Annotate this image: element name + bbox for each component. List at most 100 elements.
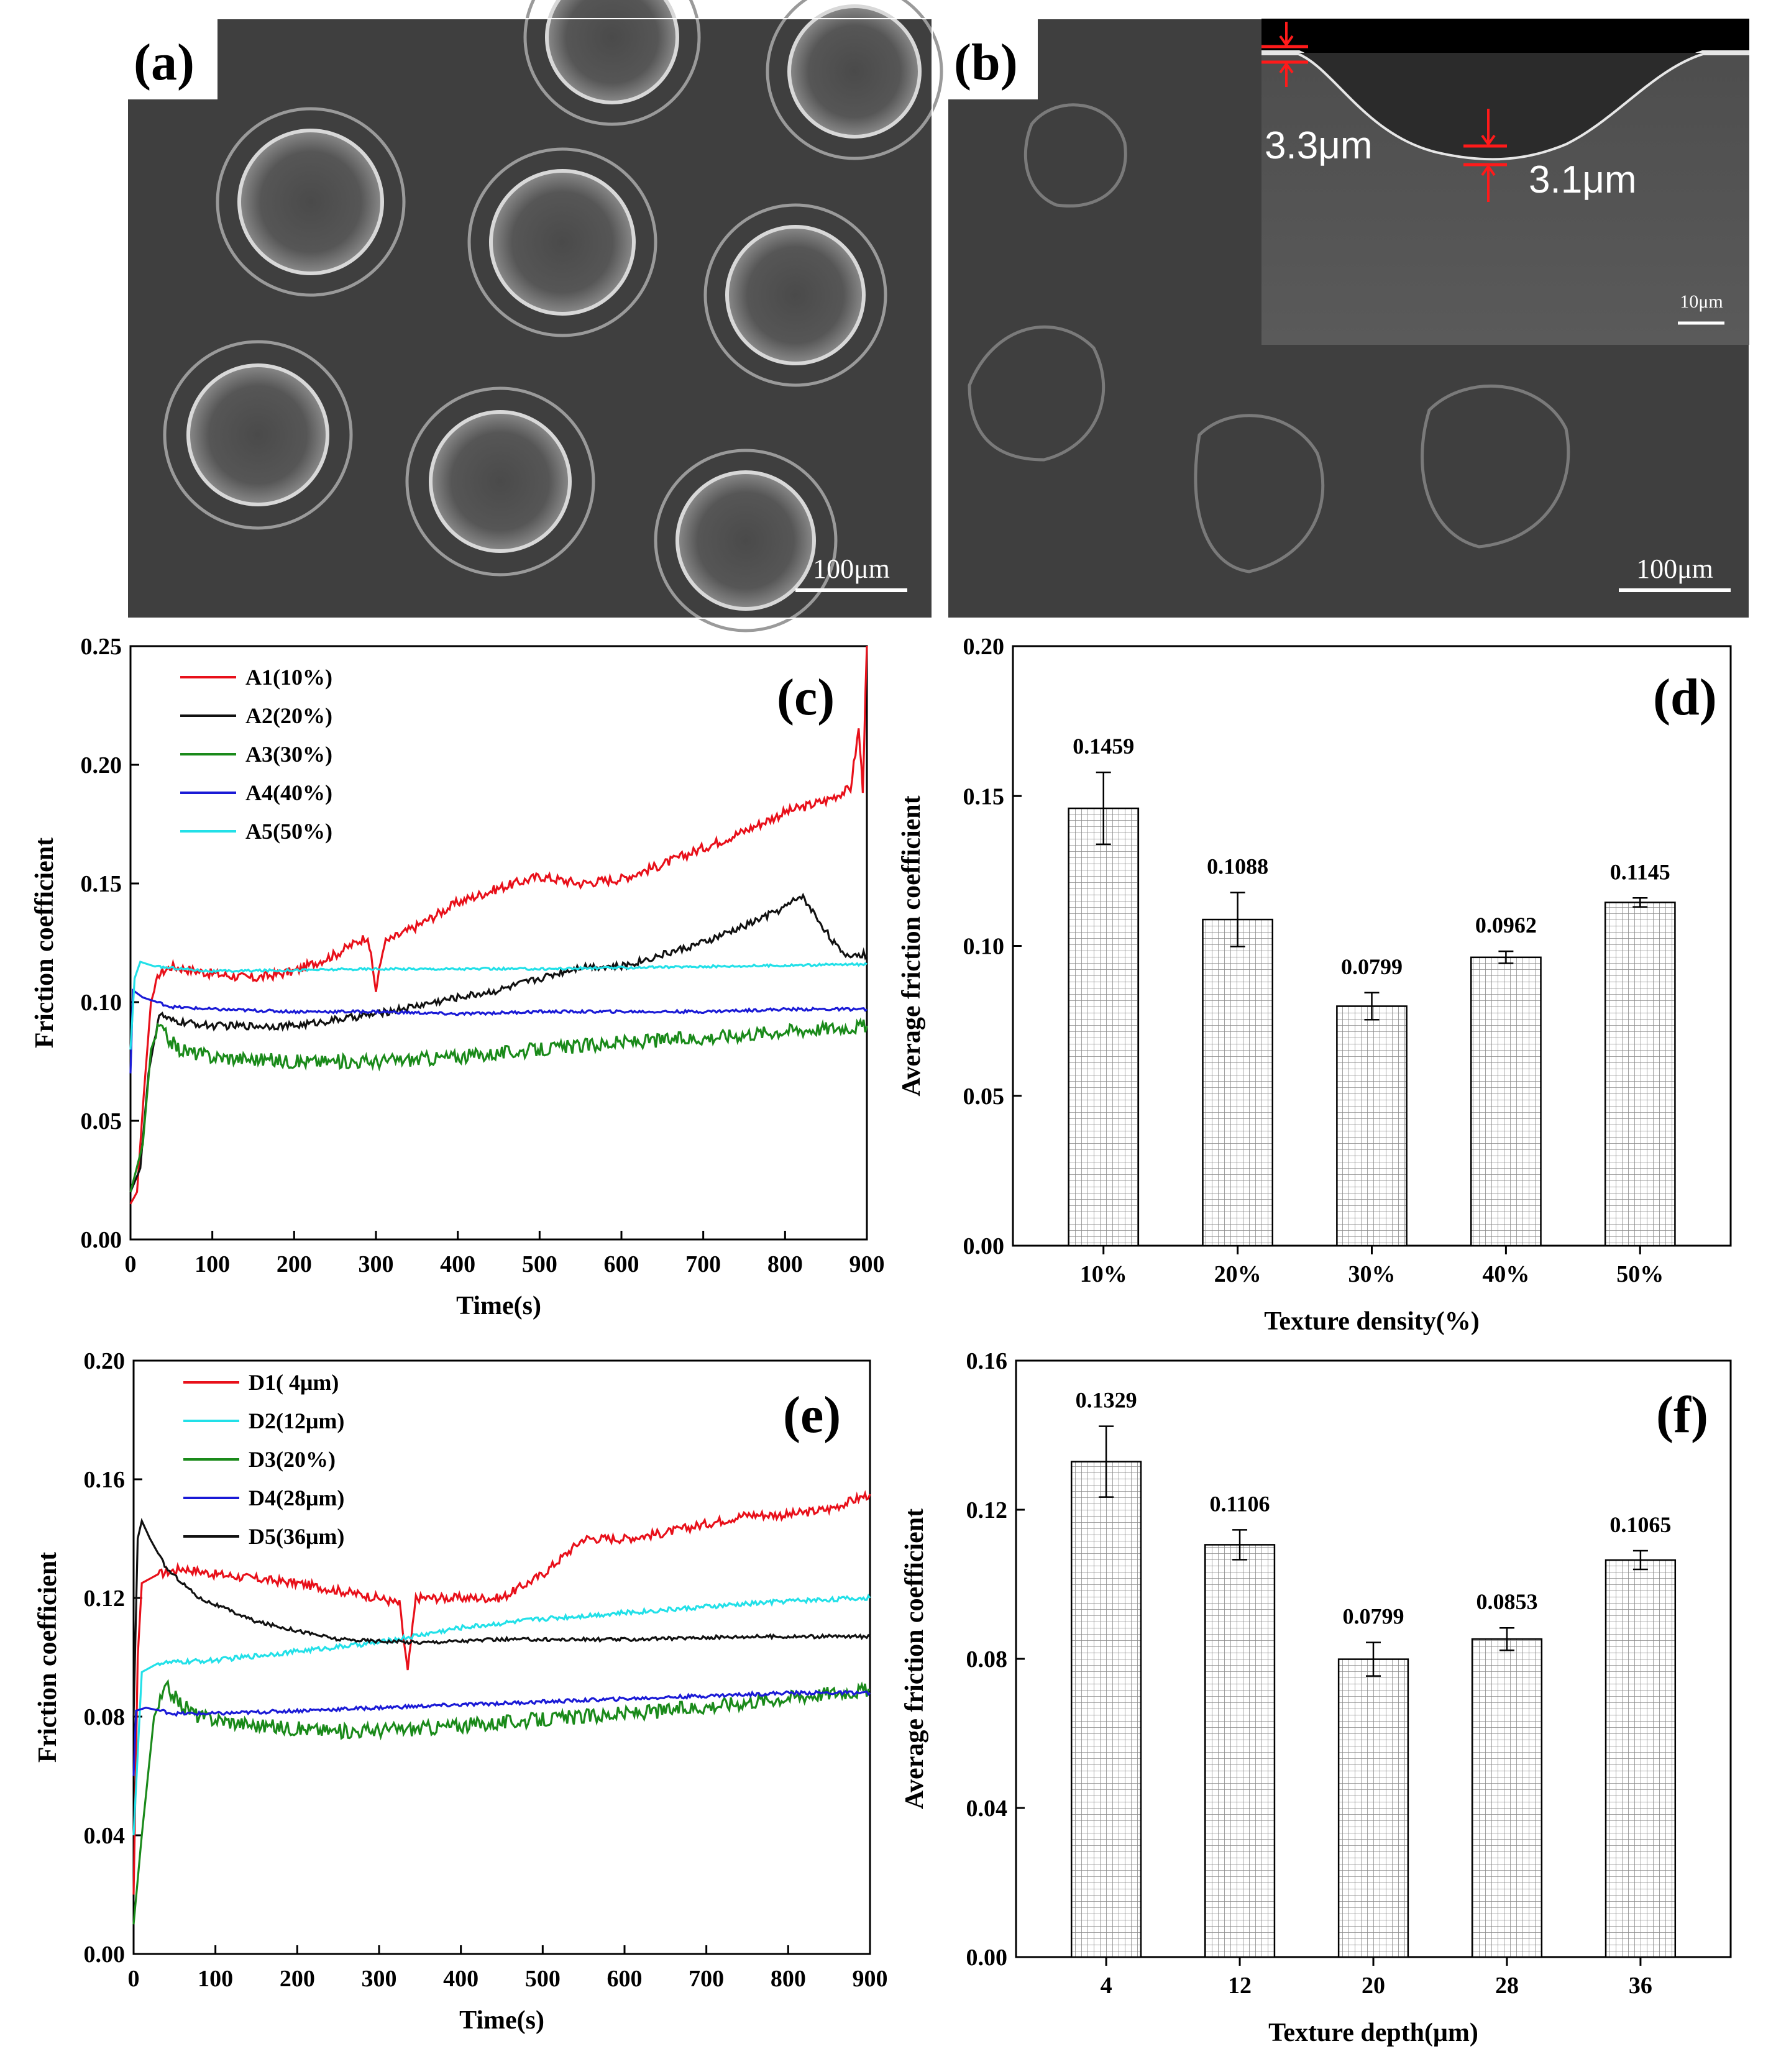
x-tick-label: 500 — [525, 1966, 561, 1992]
x-tick-label: 800 — [767, 1251, 803, 1277]
bar-value-label-5: 0.1065 — [1609, 1512, 1671, 1537]
y-tick-label: 0.05 — [81, 1108, 122, 1134]
legend-label-4: D4(28μm) — [249, 1486, 344, 1510]
y-tick-label: 0.10 — [963, 934, 1005, 960]
panel-label: (e) — [783, 1386, 841, 1444]
bar-3 — [1337, 1658, 1409, 1958]
arrow-down-icon — [1279, 22, 1294, 47]
x-tick-label: 200 — [280, 1966, 315, 1992]
x-tick-label: 12 — [1228, 1973, 1252, 1999]
legend-label-2: D2(12μm) — [249, 1408, 344, 1433]
bar-value-label-1: 0.1459 — [1073, 734, 1134, 759]
x-tick-label: 10% — [1080, 1261, 1127, 1287]
x-tick-label: 300 — [359, 1251, 394, 1277]
x-tick-label: 400 — [440, 1251, 475, 1277]
x-tick-label: 28 — [1495, 1973, 1519, 1999]
x-tick-label: 600 — [604, 1251, 639, 1277]
x-tick-label: 20% — [1214, 1261, 1261, 1287]
sem-panel-a: (a) 100μm — [127, 0, 943, 632]
wear-mark — [1194, 414, 1325, 573]
bar-1 — [1070, 1461, 1142, 1958]
x-axis-label: Texture density(%) — [1264, 1307, 1480, 1336]
x-tick-label: 700 — [689, 1966, 724, 1992]
bar-2 — [1204, 1544, 1276, 1958]
bar-4 — [1471, 1638, 1543, 1958]
x-axis-label: Time(s) — [459, 2006, 544, 2035]
crater — [467, 147, 657, 337]
x-tick-label: 36 — [1629, 1973, 1652, 1999]
bar-5 — [1605, 1559, 1677, 1958]
legend-label-1: D1( 4μm) — [249, 1370, 339, 1395]
y-tick-label: 0.20 — [84, 1348, 126, 1374]
y-tick-label: 0.15 — [963, 783, 1005, 810]
chart-d-avg-friction-density: 0.00 0.05 0.10 0.15 0.20 10% 0.1459 20% 0.1088 30… — [897, 634, 1732, 1336]
crater — [766, 0, 943, 160]
x-tick-label: 800 — [771, 1966, 806, 1992]
y-tick-label: 0.15 — [81, 871, 122, 897]
y-tick-label: 0.20 — [963, 634, 1005, 660]
y-axis-label: Average friction coefficient — [900, 1508, 929, 1809]
y-tick-label: 0.04 — [966, 1796, 1008, 1822]
legend-label-5: D5(36μm) — [249, 1524, 344, 1549]
x-tick-label: 200 — [277, 1251, 312, 1277]
x-tick-label: 600 — [607, 1966, 643, 1992]
wear-mark — [1421, 384, 1570, 549]
chart-f-avg-friction-depth: 0.00 0.04 0.08 0.12 0.16 4 0.1329 12 0.1106 20 0.0… — [900, 1348, 1732, 2047]
x-tick-label: 50% — [1616, 1261, 1664, 1287]
sem-b-wear-marks — [968, 103, 1570, 573]
x-tick-label: 0 — [125, 1251, 137, 1277]
x-tick-label: 40% — [1482, 1261, 1529, 1287]
y-tick-label: 0.12 — [84, 1586, 126, 1612]
x-tick-label: 900 — [849, 1251, 885, 1277]
panel-label: (d) — [1653, 669, 1717, 726]
bar-value-label-2: 0.1088 — [1207, 854, 1268, 879]
bar-value-label-4: 0.0853 — [1476, 1589, 1537, 1614]
y-tick-label: 0.00 — [966, 1945, 1008, 1971]
x-tick-label: 100 — [198, 1966, 233, 1992]
dim-label-2: 3.1μm — [1529, 158, 1637, 201]
legend-label-3: D3(20%) — [249, 1447, 336, 1472]
bar-1 — [1068, 807, 1140, 1247]
x-tick-label: 30% — [1348, 1261, 1396, 1287]
y-tick-label: 0.25 — [81, 634, 122, 660]
bar-4 — [1470, 956, 1542, 1247]
crater — [163, 340, 353, 530]
crater — [703, 203, 887, 387]
x-tick-label: 300 — [362, 1966, 397, 1992]
sem-panel-b: (b) 100μm 3.3μm 3.1μm 10μm — [947, 18, 1750, 619]
y-tick-label: 0.08 — [966, 1646, 1008, 1673]
series-line-3 — [129, 1017, 868, 1193]
panel-label-a: (a) — [134, 34, 195, 91]
chart-c-friction-vs-time: 0 100 200 300 400 500 600 700 800 900 0.00 0.05 0.10… — [30, 634, 885, 1320]
y-tick-label: 0.08 — [84, 1704, 126, 1730]
sem-a-craters — [163, 0, 943, 632]
series-line-5 — [129, 961, 868, 1050]
bar-5 — [1604, 901, 1676, 1247]
bar-value-label-3: 0.0799 — [1343, 1604, 1404, 1629]
x-axis-label: Texture depth(μm) — [1268, 2019, 1478, 2047]
x-tick-label: 20 — [1362, 1973, 1385, 1999]
crater — [654, 449, 838, 632]
legend-label-4: A4(40%) — [245, 780, 332, 805]
x-tick-label: 4 — [1101, 1973, 1112, 1999]
x-tick-label: 100 — [195, 1251, 230, 1277]
sem-b-label-box — [948, 19, 1038, 99]
legend-label-3: A3(30%) — [245, 742, 332, 767]
y-tick-label: 0.10 — [81, 990, 122, 1016]
series-line-4 — [132, 1689, 871, 1776]
legend-label-2: A2(20%) — [245, 703, 332, 728]
series-line-1 — [129, 646, 868, 1205]
bar-value-label-5: 0.1145 — [1610, 859, 1670, 884]
bar-value-label-4: 0.0962 — [1475, 913, 1537, 938]
x-tick-label: 0 — [128, 1966, 140, 1992]
y-axis-label: Average friction coefficient — [897, 795, 926, 1096]
inset-scale-label: 10μm — [1680, 291, 1723, 312]
series-line-1 — [132, 1490, 871, 1895]
crater — [216, 107, 406, 297]
legend-label-5: A5(50%) — [245, 819, 332, 844]
y-tick-label: 0.00 — [963, 1233, 1005, 1259]
bar-2 — [1202, 918, 1273, 1247]
bar-value-label-2: 0.1106 — [1210, 1491, 1270, 1516]
x-tick-label: 400 — [443, 1966, 478, 1992]
